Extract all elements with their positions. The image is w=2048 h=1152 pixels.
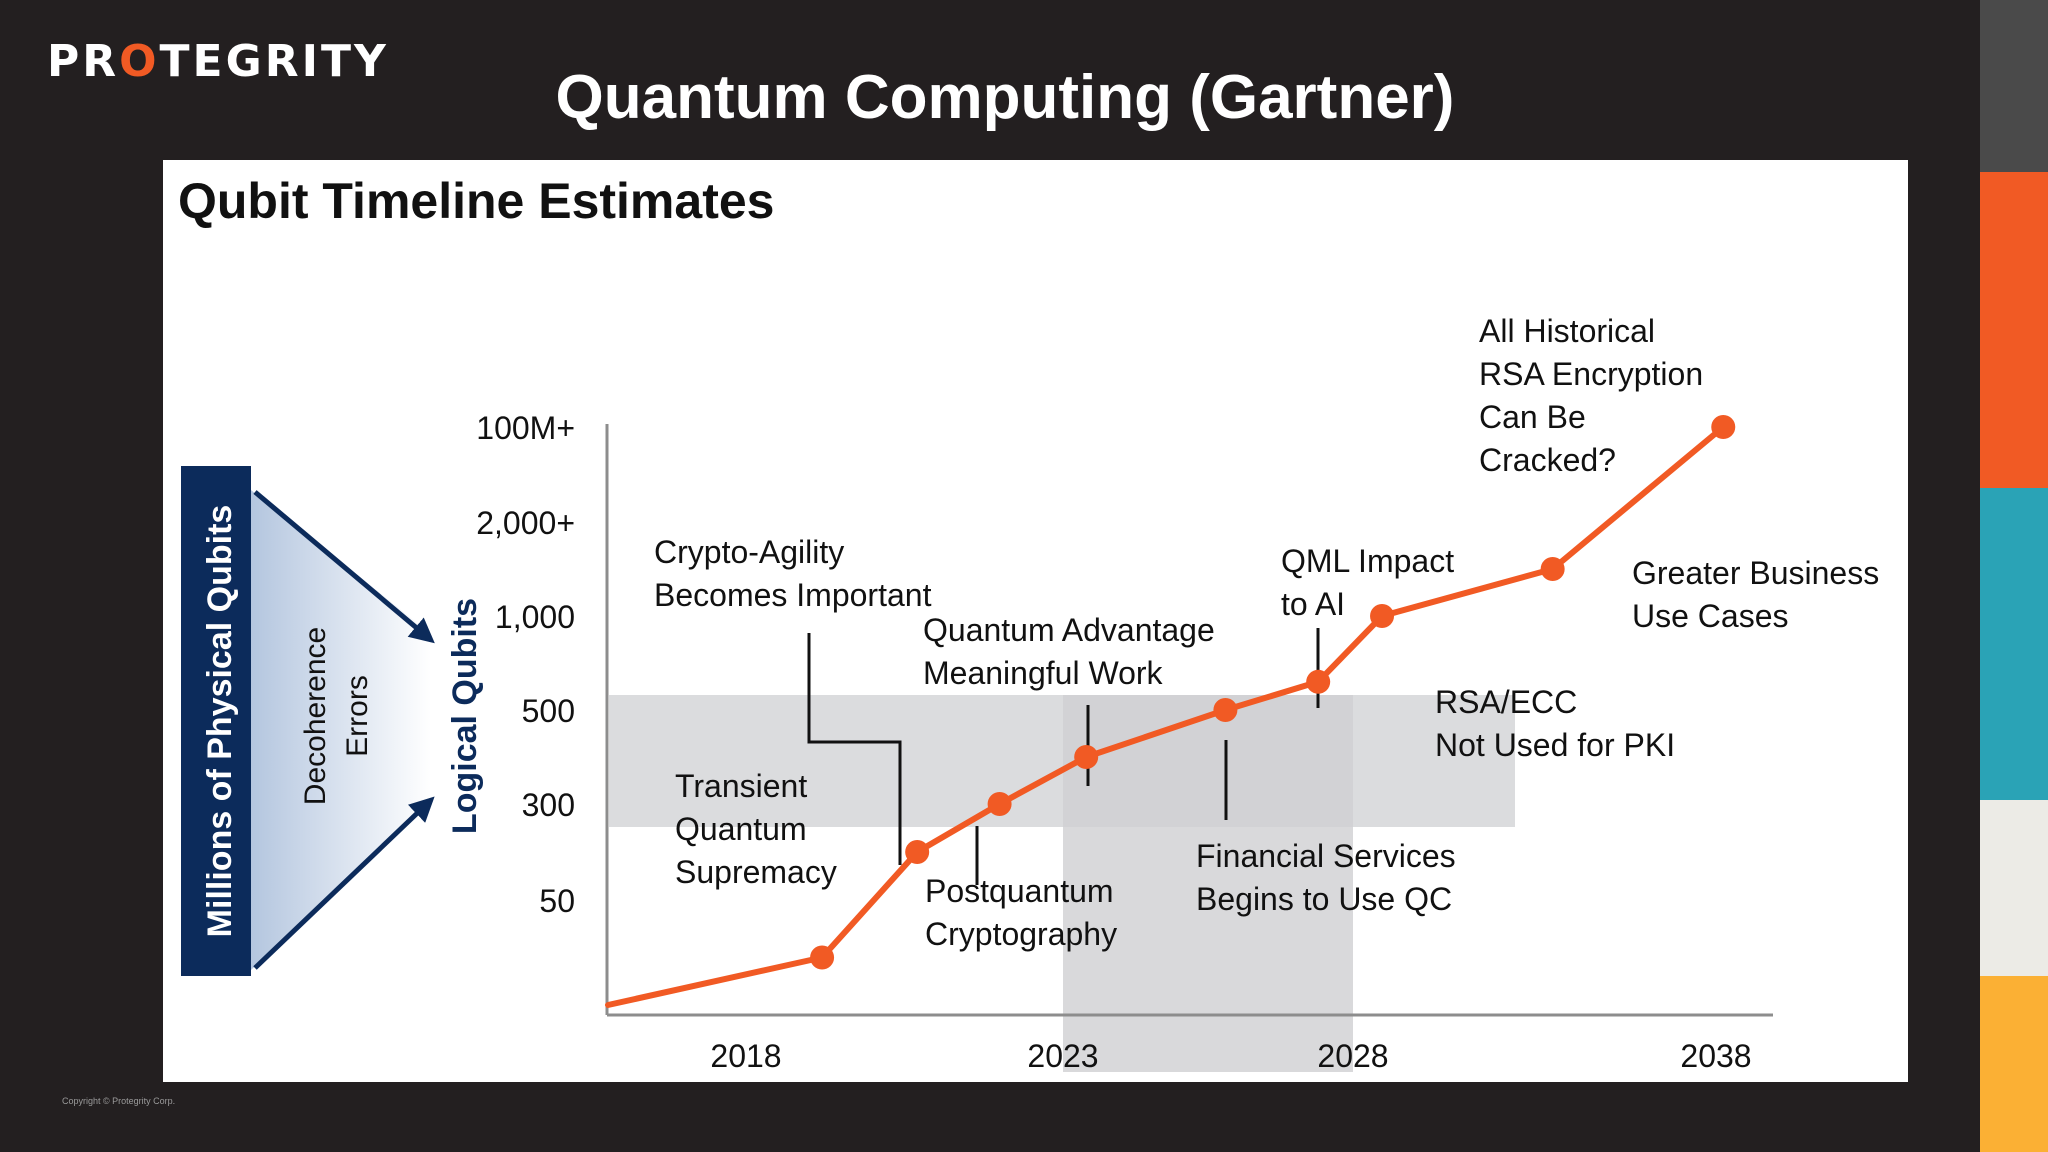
x-tick-label: 2023: [1027, 1038, 1098, 1074]
y-axis-label: Logical Qubits: [446, 598, 484, 834]
annotation-label: RSA/ECC Not Used for PKI: [1435, 684, 1675, 763]
decoherence-funnel: [251, 490, 431, 970]
annotation-label: All Historical RSA Encryption Can Be Cracke…: [1479, 313, 1703, 478]
data-point: [810, 945, 835, 970]
protegrity-logo: PROTEGRITY: [47, 36, 389, 87]
accent-stripe-yellow: [1980, 976, 2048, 1152]
data-point: [905, 840, 930, 864]
data-point: [1711, 415, 1736, 439]
decoherence-label: Decoherence: [299, 627, 332, 805]
annotation-label: QML Impact to AI: [1281, 543, 1454, 622]
y-tick-label: 1,000: [495, 599, 575, 635]
y-tick-label: 100M+: [476, 410, 575, 446]
annotation-label: Greater Business Use Cases: [1632, 555, 1879, 634]
shaded-band-300-500: [609, 695, 1515, 827]
annotation-label: Crypto-Agility Becomes Important: [654, 534, 932, 613]
data-point: [1074, 745, 1099, 769]
data-point: [1306, 669, 1331, 694]
x-tick-label: 2038: [1680, 1038, 1751, 1074]
annotation-label: Postquantum Cryptography: [925, 873, 1117, 952]
chart-title: Qubit Timeline Estimates: [178, 173, 774, 229]
physical-qubits-bar: [181, 466, 251, 976]
x-tick-label: 2028: [1317, 1038, 1388, 1074]
data-point: [1213, 698, 1238, 722]
accent-stripe-cream: [1980, 800, 2048, 976]
copyright-notice: Copyright © Protegrity Corp.: [62, 1096, 176, 1106]
series-line: [605, 424, 1727, 1008]
annotation-label: Financial Services Begins to Use QC: [1196, 838, 1456, 917]
errors-label: Errors: [341, 675, 374, 757]
annotation-label: Transient Quantum Supremacy: [675, 768, 837, 890]
arrow-to-logical-top: [253, 490, 435, 644]
x-tick-label: 2018: [710, 1038, 781, 1074]
accent-stripe-orange: [1980, 172, 2048, 488]
annotation-label: Quantum Advantage Meaningful Work: [923, 612, 1215, 691]
qubit-timeline-chart: Qubit Timeline Estimates Millions of Phy…: [178, 173, 1879, 1074]
data-point: [1370, 604, 1395, 628]
data-point: [1540, 557, 1565, 581]
data-point: [987, 792, 1012, 816]
y-tick-label: 2,000+: [476, 505, 575, 541]
physical-qubits-label: Millions of Physical Qubits: [201, 505, 239, 938]
y-tick-label: 50: [539, 883, 575, 919]
accent-stripe-gray: [1980, 0, 2048, 172]
slide-title: Quantum Computing (Gartner): [555, 63, 1455, 132]
y-tick-label: 500: [522, 693, 575, 729]
y-tick-label: 300: [522, 787, 575, 823]
arrow-to-logical-bottom: [253, 796, 435, 970]
accent-stripe-teal: [1980, 488, 2048, 800]
shaded-region-2023-2028: [1063, 695, 1353, 1072]
chart-panel: Qubit Timeline Estimates Millions of Phy…: [163, 160, 1908, 1082]
leader-crypto-agility: [807, 633, 902, 865]
